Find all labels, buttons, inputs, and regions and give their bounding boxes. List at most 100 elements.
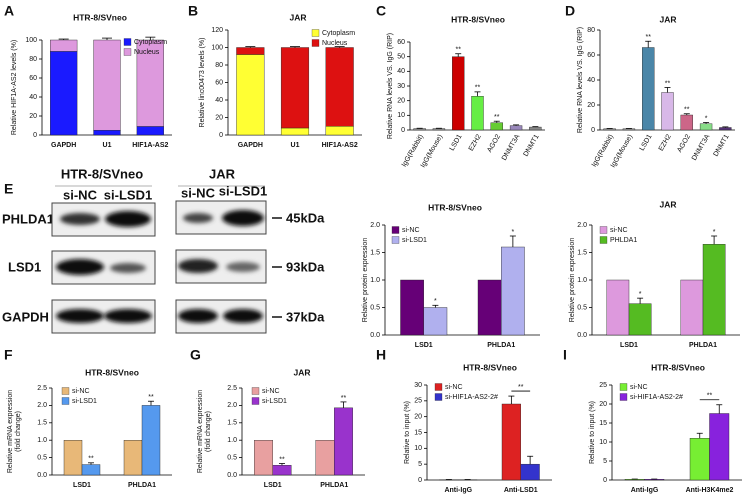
y-tick-label: 60 <box>397 39 405 46</box>
x-tick-label: PHLDA1 <box>487 342 515 349</box>
chart-title: JAR <box>659 14 676 24</box>
y-tick-label: 60 <box>215 79 223 86</box>
significance: ** <box>494 114 500 121</box>
x-tick-label: Anti-IgG <box>631 487 659 494</box>
y-axis-label: Relative to input (%) <box>589 401 596 464</box>
legend-label: PHLDA1 <box>610 237 637 244</box>
bar <box>325 126 354 136</box>
y-tick-label: 80 <box>215 62 223 69</box>
band <box>223 309 263 323</box>
legend-swatch <box>619 393 628 401</box>
y-tick-label: 0.0 <box>227 472 237 479</box>
chart-title: HTR-8/SVneo <box>73 12 127 22</box>
y-tick-label: 40 <box>587 77 595 84</box>
lane-label: si-NC <box>181 185 216 200</box>
legend-label: Cytoplasm <box>322 30 355 37</box>
bar <box>136 126 164 136</box>
bar <box>50 39 78 52</box>
row-label: PHLDA1 <box>2 211 54 226</box>
y-tick-label: 0 <box>603 477 607 484</box>
y-tick-label: 40 <box>215 97 223 104</box>
y-tick-label: 2.0 <box>577 222 587 229</box>
x-tick-label: GAPDH <box>238 142 263 149</box>
bar <box>123 440 143 476</box>
y-tick-label: 0 <box>591 127 595 134</box>
significance: ** <box>645 34 651 41</box>
blot-group: HTR-8/SVneo <box>61 166 143 181</box>
panel-label: E <box>4 181 13 197</box>
row-label: GAPDH <box>2 309 49 324</box>
y-tick-label: 50 <box>397 54 405 61</box>
y-tick-label: 2.0 <box>227 402 237 409</box>
marker-size: 93kDa <box>286 259 325 274</box>
bar <box>501 246 525 336</box>
significance: ** <box>88 456 94 463</box>
significance: ** <box>148 394 154 401</box>
y-tick-label: 15 <box>599 420 607 427</box>
significance: * <box>512 229 515 236</box>
band <box>226 262 260 272</box>
legend-swatch <box>251 397 260 405</box>
x-tick-label: U1 <box>103 142 112 149</box>
bar <box>452 56 465 131</box>
x-tick-label: EZH2 <box>468 133 483 152</box>
band <box>110 263 146 273</box>
x-tick-label: LSD1 <box>639 133 654 152</box>
panel-label: A <box>4 3 14 19</box>
chart-panel: JAR Relative protein expression 0.0 0.5 1.0 1… <box>569 199 740 349</box>
x-tick-label: GAPDH <box>51 142 76 149</box>
x-tick-label: LSD1 <box>73 482 91 489</box>
band <box>178 309 218 323</box>
y-tick-label: 0.5 <box>37 454 47 461</box>
chart-title: HTR-8/SVneo <box>651 362 705 372</box>
x-tick-label: HIF1A-AS2 <box>132 142 168 149</box>
x-tick-label: DNMT1 <box>713 133 731 157</box>
x-tick-label: LSD1 <box>620 342 638 349</box>
band <box>105 211 151 227</box>
y-tick-label: 2.5 <box>227 385 237 392</box>
chart-panel: HTR-8/SVneo Relative mRNA expression (fold… <box>7 367 172 489</box>
y-axis-label: Relative protein expression <box>569 238 576 323</box>
legend-swatch <box>619 383 628 391</box>
x-tick-label: DNMT1 <box>523 133 541 157</box>
bar <box>622 128 636 131</box>
x-tick-label: U1 <box>291 142 300 149</box>
bar <box>325 47 354 127</box>
y-tick-label: 10 <box>397 112 405 119</box>
bar <box>501 403 521 481</box>
band <box>104 309 152 323</box>
y-tick-label: 1.5 <box>370 249 380 256</box>
y-tick-label: 0.5 <box>577 304 587 311</box>
x-tick-label: LSD1 <box>449 133 464 152</box>
x-tick-label: Anti-LSD1 <box>504 487 538 494</box>
y-axis-label: Relative linc00473 levels (%) <box>199 38 206 128</box>
bar <box>400 279 424 336</box>
legend-label: Nucleus <box>134 49 160 56</box>
legend-swatch <box>391 226 400 234</box>
legend-swatch <box>123 48 132 56</box>
x-tick-label: PHLDA1 <box>689 342 717 349</box>
bar <box>628 303 652 336</box>
significance: ** <box>665 80 671 87</box>
y-axis-label: Relative mRNA expression <box>7 390 14 473</box>
bar <box>689 438 710 481</box>
bar <box>236 47 265 55</box>
y-tick-label: 60 <box>587 52 595 59</box>
legend-label: si-NC <box>262 388 280 395</box>
significance: ** <box>518 384 524 391</box>
legend-label: si-HIF1A-AS2-2# <box>445 394 498 401</box>
y-tick-label: 0 <box>401 127 405 134</box>
y-tick-label: 1.5 <box>227 420 237 427</box>
legend-swatch <box>123 38 132 46</box>
y-tick-label: 80 <box>29 56 37 63</box>
legend-label: si-LSD1 <box>262 398 287 405</box>
chart-title: JAR <box>659 199 676 209</box>
bar <box>423 307 448 336</box>
x-tick-label: PHLDA1 <box>128 482 156 489</box>
chart-panel: JAR Relative RNA levels VS. IgG (RIP) 0 20 4… <box>577 14 735 169</box>
y-tick-label: 20 <box>414 414 422 421</box>
bar <box>141 405 161 476</box>
chart-panel: HTR-8/SVneo Relative to input (%) 0 5 10 15 20… <box>589 362 742 494</box>
y-tick-label: 10 <box>414 445 422 452</box>
